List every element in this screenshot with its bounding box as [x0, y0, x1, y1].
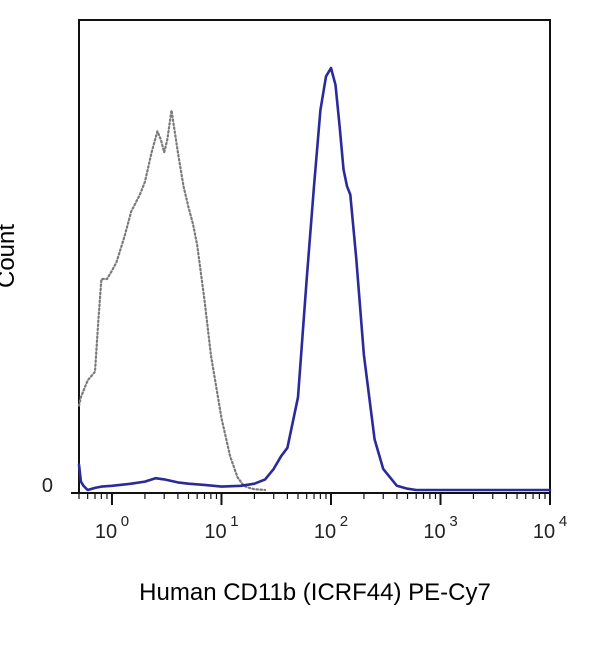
x-tick-exponent: 2 [340, 513, 348, 530]
x-tick-exponent: 3 [449, 513, 457, 530]
y-axis-title: Count [0, 224, 20, 288]
x-axis-title: Human CD11b (ICRF44) PE-Cy7 [139, 579, 491, 606]
x-tick-exponent: 1 [230, 513, 238, 530]
x-tick-exponent: 4 [559, 513, 567, 530]
x-tick-label: 10 [314, 521, 336, 543]
series-layer [77, 66, 552, 492]
x-tick-label: 10 [423, 521, 445, 543]
y-tick-label: 0 [42, 475, 53, 497]
plot-frame [78, 19, 551, 494]
x-tick-label: 10 [204, 521, 226, 543]
histogram-series-2 [77, 66, 552, 492]
y-axis: 0 [42, 475, 79, 497]
x-axis: 10 0 10 1 10 2 10 3 10 4 [78, 493, 567, 543]
x-tick-exponent: 0 [121, 513, 129, 530]
x-tick-label: 10 [95, 521, 117, 543]
histogram-series-1 [77, 109, 267, 492]
x-tick-label: 10 [533, 521, 555, 543]
